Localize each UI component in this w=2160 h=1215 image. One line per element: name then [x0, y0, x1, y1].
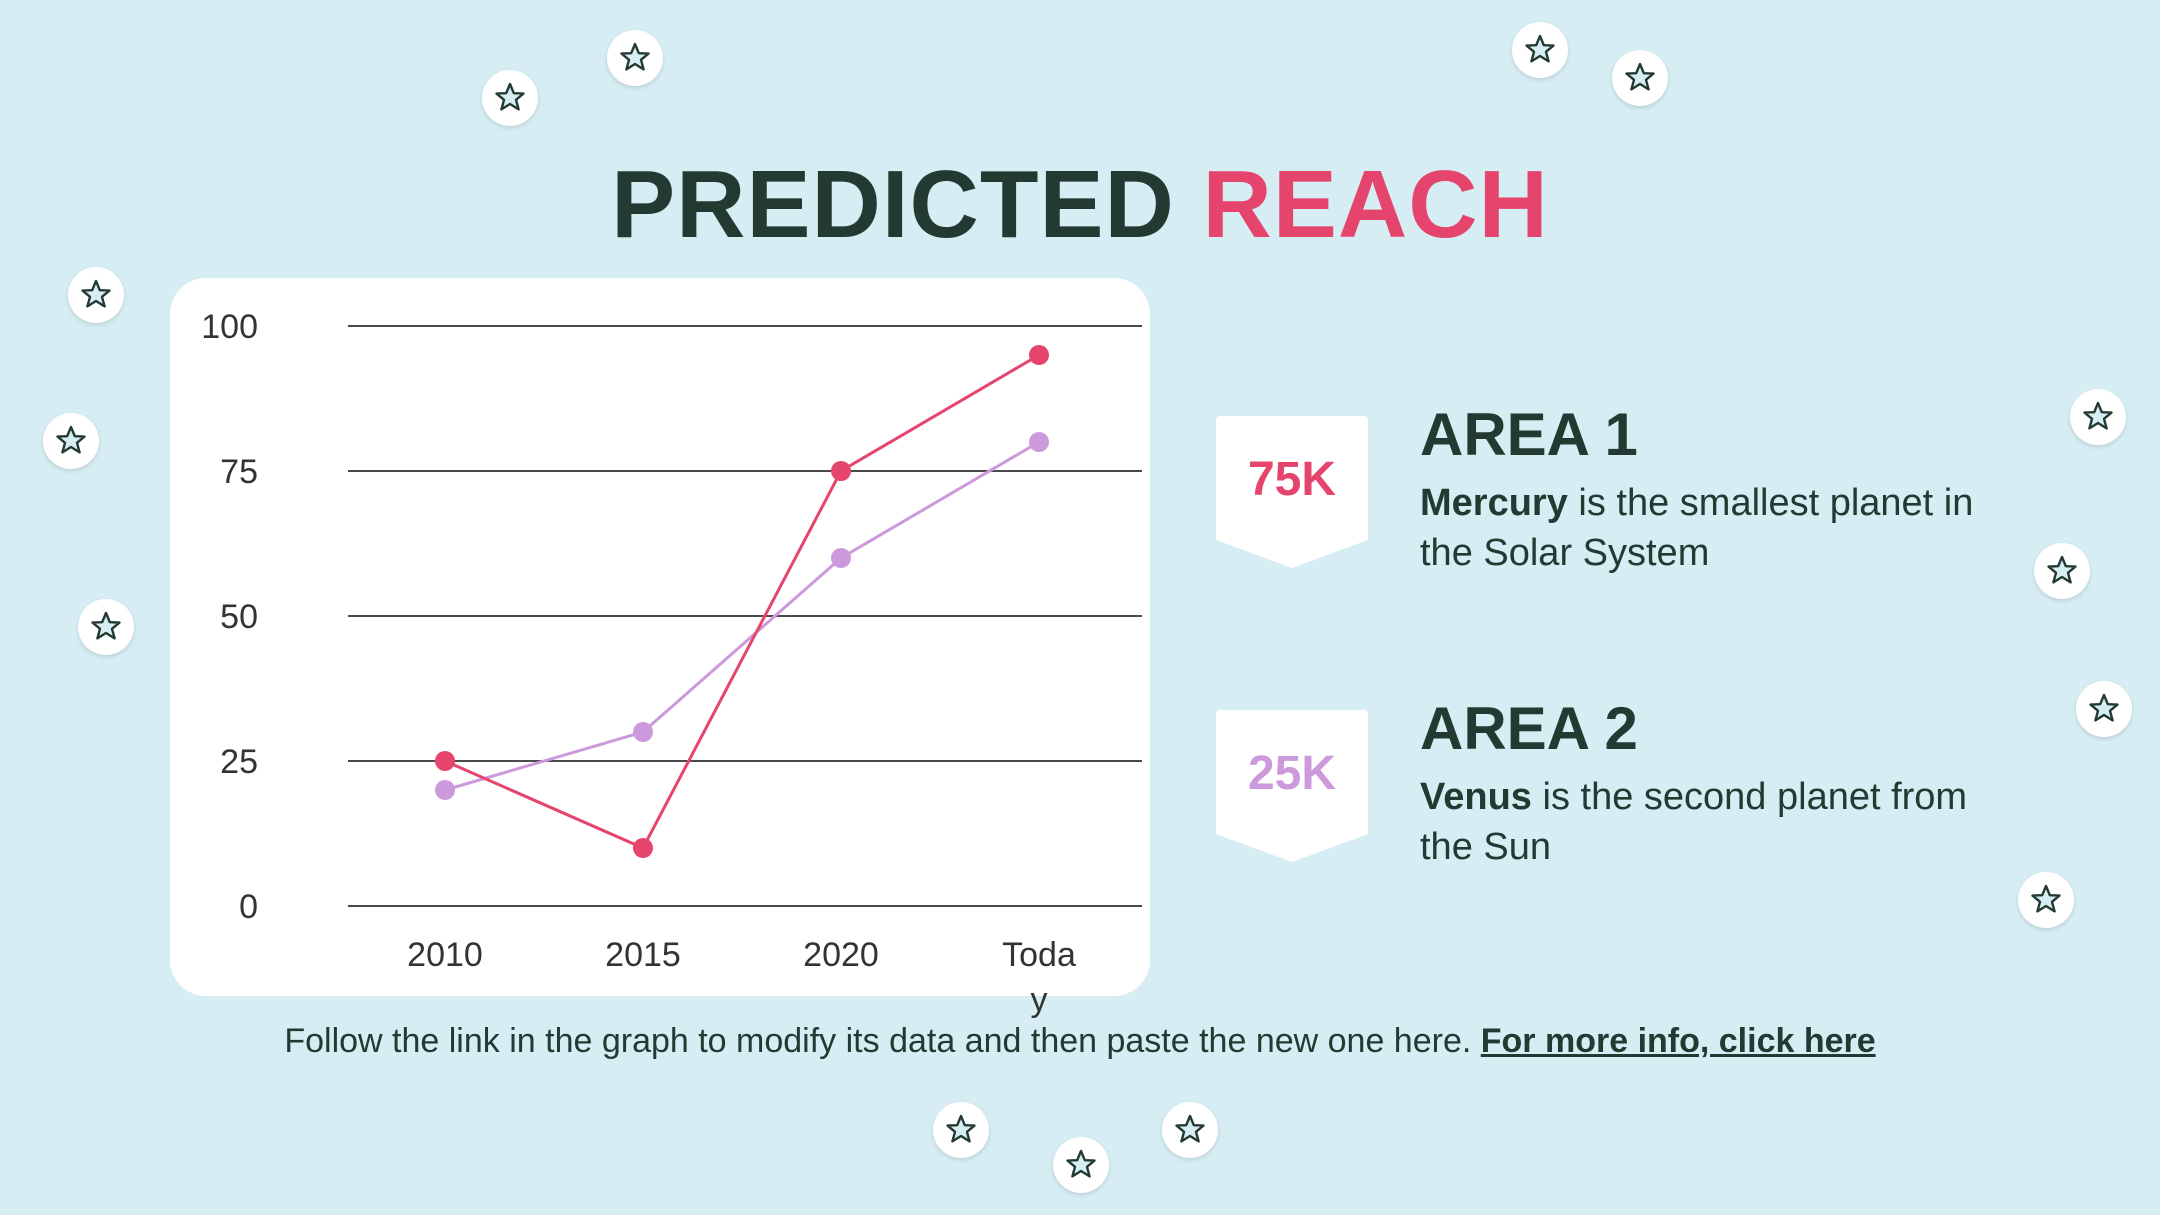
series-2-point — [633, 722, 653, 742]
star-icon — [78, 599, 134, 655]
star-icon — [2070, 389, 2126, 445]
x-tick-label: 2010 — [407, 936, 483, 974]
star-icon — [482, 70, 538, 126]
star-icon — [2018, 872, 2074, 928]
star-icon — [2034, 543, 2090, 599]
star-icon — [1612, 50, 1668, 106]
y-tick-label: 100 — [201, 308, 258, 346]
area-2-desc-rest: is the second planet from the Sun — [1420, 776, 1968, 868]
series-2-point — [831, 548, 851, 568]
chart-card: 0 25 50 75 100 2010 2015 2020 Toda y — [170, 278, 1150, 1019]
star-icon — [68, 267, 124, 323]
series-1-point — [831, 461, 851, 481]
more-info-link[interactable]: For more info, click here — [1480, 1022, 1876, 1060]
area-1-desc-rest: is the smallest planet in the Solar Syst… — [1420, 482, 1974, 574]
star-icon — [1053, 1137, 1109, 1193]
series-2-line — [444, 440, 1040, 792]
area-1-badge: 75K — [1212, 412, 1372, 570]
area-2-value: 25K — [1247, 747, 1337, 800]
area-1-desc-bold: Mercury — [1420, 482, 1568, 524]
area-2-desc-bold: Venus — [1420, 776, 1532, 818]
footer-note: Follow the link in the graph to modify i… — [0, 1022, 2160, 1061]
star-icon — [1162, 1102, 1218, 1158]
series-2-point — [435, 780, 455, 800]
y-tick-label: 50 — [220, 598, 258, 636]
series-2-point — [1029, 432, 1049, 452]
area-2-title: AREA 2 — [1420, 695, 1638, 762]
area-1-description: Mercury is the smallest planet in the So… — [1420, 478, 1980, 578]
title-part-2: REACH — [1202, 151, 1549, 258]
star-icon — [607, 30, 663, 86]
area-1-title: AREA 1 — [1420, 401, 1638, 468]
area-2-badge: 25K — [1212, 706, 1372, 864]
star-icon — [43, 413, 99, 469]
series-1-line — [444, 353, 1040, 850]
y-tick-label: 0 — [239, 888, 258, 926]
x-tick-label: Toda — [1002, 936, 1076, 974]
area-2-description: Venus is the second planet from the Sun — [1420, 772, 1980, 872]
y-tick-label: 25 — [220, 743, 258, 781]
series-1-point — [1029, 345, 1049, 365]
series-1-point — [633, 838, 653, 858]
star-icon — [933, 1102, 989, 1158]
y-tick-label: 75 — [220, 453, 258, 491]
title-part-1: PREDICTED — [611, 151, 1175, 258]
x-tick-label: 2020 — [803, 936, 879, 974]
x-tick-label: y — [1031, 981, 1048, 1019]
line-chart: 0 25 50 75 100 2010 2015 2020 Toda y — [201, 308, 1142, 1019]
star-icon — [1512, 22, 1568, 78]
footer-text: Follow the link in the graph to modify i… — [284, 1022, 1481, 1060]
series-1-point — [435, 751, 455, 771]
area-1-value: 75K — [1247, 453, 1337, 506]
star-icon — [2076, 681, 2132, 737]
page-title: PREDICTED REACH — [0, 150, 2160, 260]
x-tick-label: 2015 — [605, 936, 681, 974]
